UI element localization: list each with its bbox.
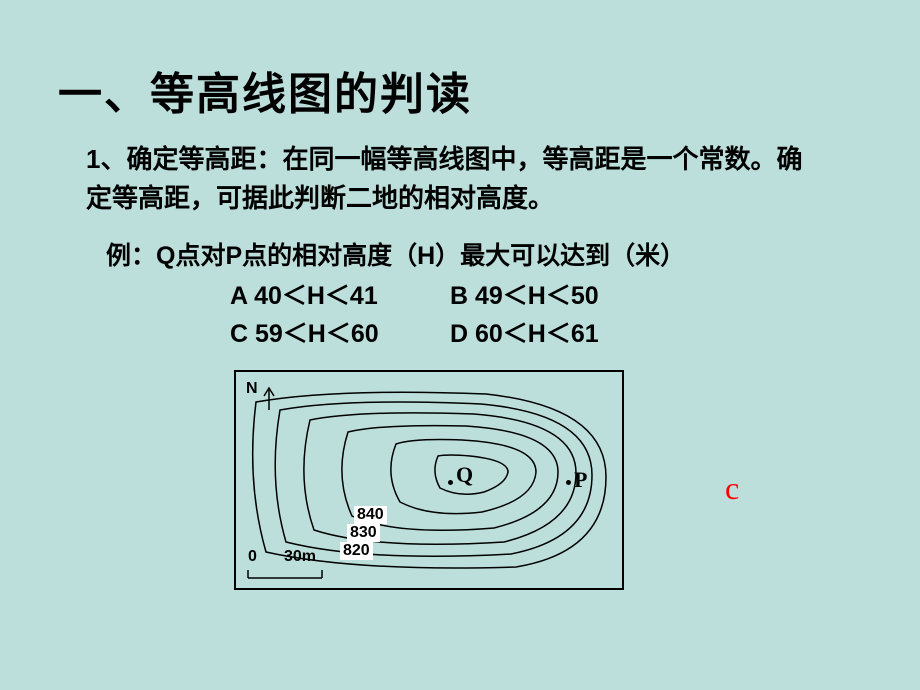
option-c: C 59＜H＜60 xyxy=(230,316,420,354)
answer-options: A 40＜H＜41 B 49＜H＜50 C 59＜H＜60 D 60＜H＜61 xyxy=(230,278,640,353)
example-question: 例：Q点对P点的相对高度（H）最大可以达到（米） xyxy=(106,238,846,276)
correct-answer: c xyxy=(725,470,739,507)
north-label: N xyxy=(246,380,258,398)
option-a: A 40＜H＜41 xyxy=(230,278,420,316)
option-b: B 49＜H＜50 xyxy=(450,278,640,316)
scale-zero: 0 xyxy=(248,548,257,566)
point-q-dot xyxy=(448,480,453,485)
scale-bar-icon xyxy=(246,568,326,580)
contour-map: N 840 830 820 Q P 0 30m xyxy=(234,370,624,590)
north-arrow-icon xyxy=(262,386,276,412)
contour-label-840: 840 xyxy=(354,506,387,524)
contour-label-820: 820 xyxy=(340,542,373,560)
option-d: D 60＜H＜61 xyxy=(450,316,640,354)
scale-distance: 30m xyxy=(284,548,316,566)
contour-label-830: 830 xyxy=(347,524,380,542)
point-p-label: P xyxy=(574,467,587,493)
paragraph-1: 1、确定等高距：在同一幅等高线图中，等高距是一个常数。确定等高距，可据此判断二地… xyxy=(86,140,826,218)
point-q-label: Q xyxy=(456,462,473,488)
section-title: 一、等高线图的判读 xyxy=(58,58,472,122)
point-p-dot xyxy=(566,480,571,485)
map-frame: N 840 830 820 Q P 0 30m xyxy=(234,370,624,590)
